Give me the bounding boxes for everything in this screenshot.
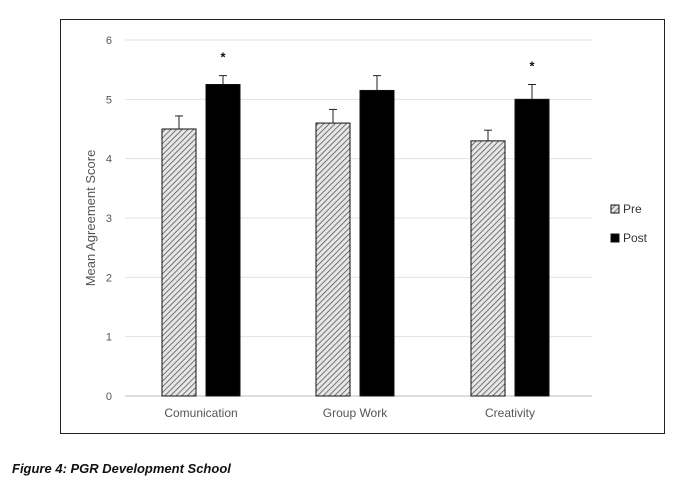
bar-post (514, 98, 550, 397)
bar-pre (315, 122, 351, 397)
x-category-label: Comunication (164, 406, 237, 420)
bar-pre (470, 140, 506, 397)
legend-label-post: Post (623, 231, 648, 245)
bar-pre (161, 128, 197, 397)
bar-post (205, 84, 241, 397)
y-axis-title: Mean Agreement Score (83, 150, 98, 287)
significance-star: * (529, 59, 535, 74)
y-tick-label: 4 (106, 154, 112, 166)
significance-star: * (220, 50, 226, 65)
legend-label-pre: Pre (623, 202, 642, 216)
y-axis-ticks: 0 1 2 3 4 5 6 (106, 35, 112, 403)
legend-swatch-pre (610, 204, 620, 214)
y-tick-label: 1 (106, 332, 112, 344)
y-tick-label: 2 (106, 272, 112, 284)
y-tick-label: 0 (106, 391, 112, 403)
gridlines (125, 39, 592, 397)
x-category-label: Group Work (323, 406, 388, 420)
legend: Pre Post (610, 202, 648, 245)
figure-caption: Figure 4: PGR Development School (12, 461, 231, 476)
legend-swatch-post (610, 233, 620, 243)
bars: ** (161, 50, 550, 397)
y-tick-label: 3 (106, 213, 112, 225)
y-tick-label: 6 (106, 35, 112, 47)
x-axis-categories: Comunication Group Work Creativity (164, 406, 535, 420)
y-tick-label: 5 (106, 94, 112, 106)
bar-post (359, 89, 395, 397)
x-category-label: Creativity (485, 406, 535, 420)
